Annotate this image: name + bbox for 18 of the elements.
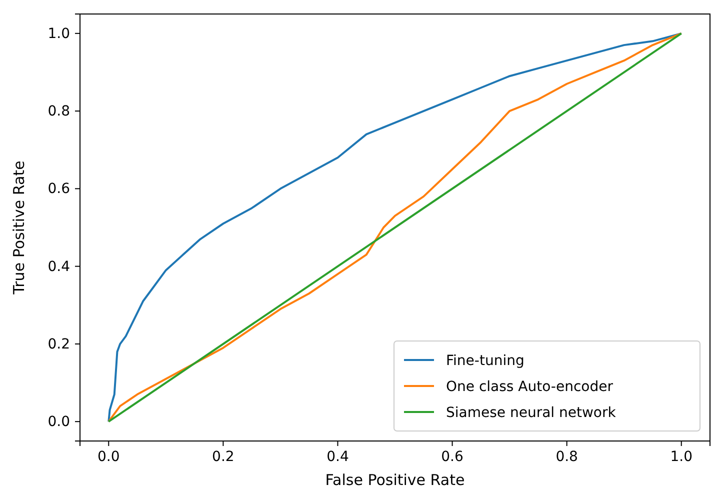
y-tick-label: 0.8 [48, 104, 70, 120]
y-tick-label: 1.0 [48, 26, 70, 42]
y-tick-label: 0.2 [48, 336, 70, 352]
x-tick-label: 0.2 [212, 448, 234, 465]
x-tick-label: 0.0 [98, 448, 120, 465]
legend-label: One class Auto-encoder [446, 379, 614, 395]
y-tick-label: 0.6 [48, 181, 70, 198]
y-tick-label: 0.4 [48, 258, 70, 275]
legend-label: Fine-tuning [446, 353, 524, 369]
x-axis-title: False Positive Rate [325, 471, 465, 489]
x-tick-label: 0.6 [441, 448, 464, 465]
y-axis-title: True Positive Rate [10, 160, 28, 296]
legend-label: Siamese neural network [446, 405, 617, 421]
x-tick-label: 0.4 [326, 448, 349, 465]
x-tick-label: 0.8 [556, 448, 578, 465]
y-tick-label: 0.0 [48, 414, 70, 430]
line-series [108, 32, 682, 423]
x-tick-label: 1.0 [670, 448, 692, 465]
